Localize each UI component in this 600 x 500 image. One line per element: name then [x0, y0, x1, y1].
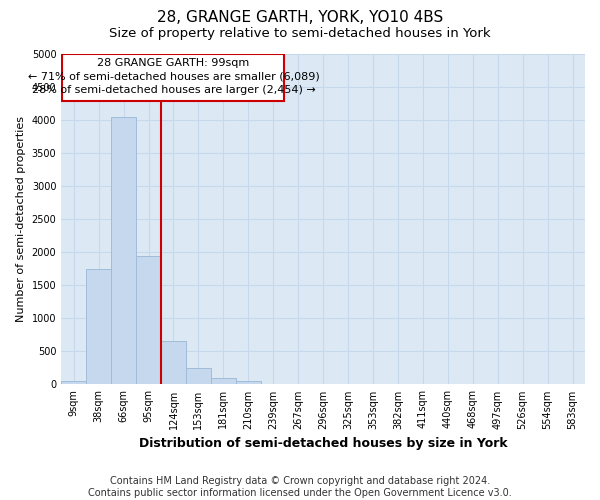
Text: 28, GRANGE GARTH, YORK, YO10 4BS: 28, GRANGE GARTH, YORK, YO10 4BS [157, 10, 443, 25]
Bar [111, 117, 136, 384]
Bar [86, 269, 111, 384]
Text: Size of property relative to semi-detached houses in York: Size of property relative to semi-detach… [109, 28, 491, 40]
X-axis label: Distribution of semi-detached houses by size in York: Distribution of semi-detached houses by … [139, 437, 508, 450]
Text: Contains HM Land Registry data © Crown copyright and database right 2024.
Contai: Contains HM Land Registry data © Crown c… [88, 476, 512, 498]
Text: 28 GRANGE GARTH: 99sqm: 28 GRANGE GARTH: 99sqm [97, 58, 250, 68]
Bar [211, 378, 236, 384]
Text: ← 71% of semi-detached houses are smaller (6,089): ← 71% of semi-detached houses are smalle… [28, 72, 319, 82]
Bar [136, 256, 161, 384]
Bar [161, 342, 186, 384]
Bar [61, 381, 86, 384]
Bar [186, 368, 211, 384]
Text: 28% of semi-detached houses are larger (2,454) →: 28% of semi-detached houses are larger (… [32, 86, 316, 96]
FancyBboxPatch shape [62, 54, 284, 101]
Bar [236, 381, 261, 384]
Y-axis label: Number of semi-detached properties: Number of semi-detached properties [16, 116, 26, 322]
